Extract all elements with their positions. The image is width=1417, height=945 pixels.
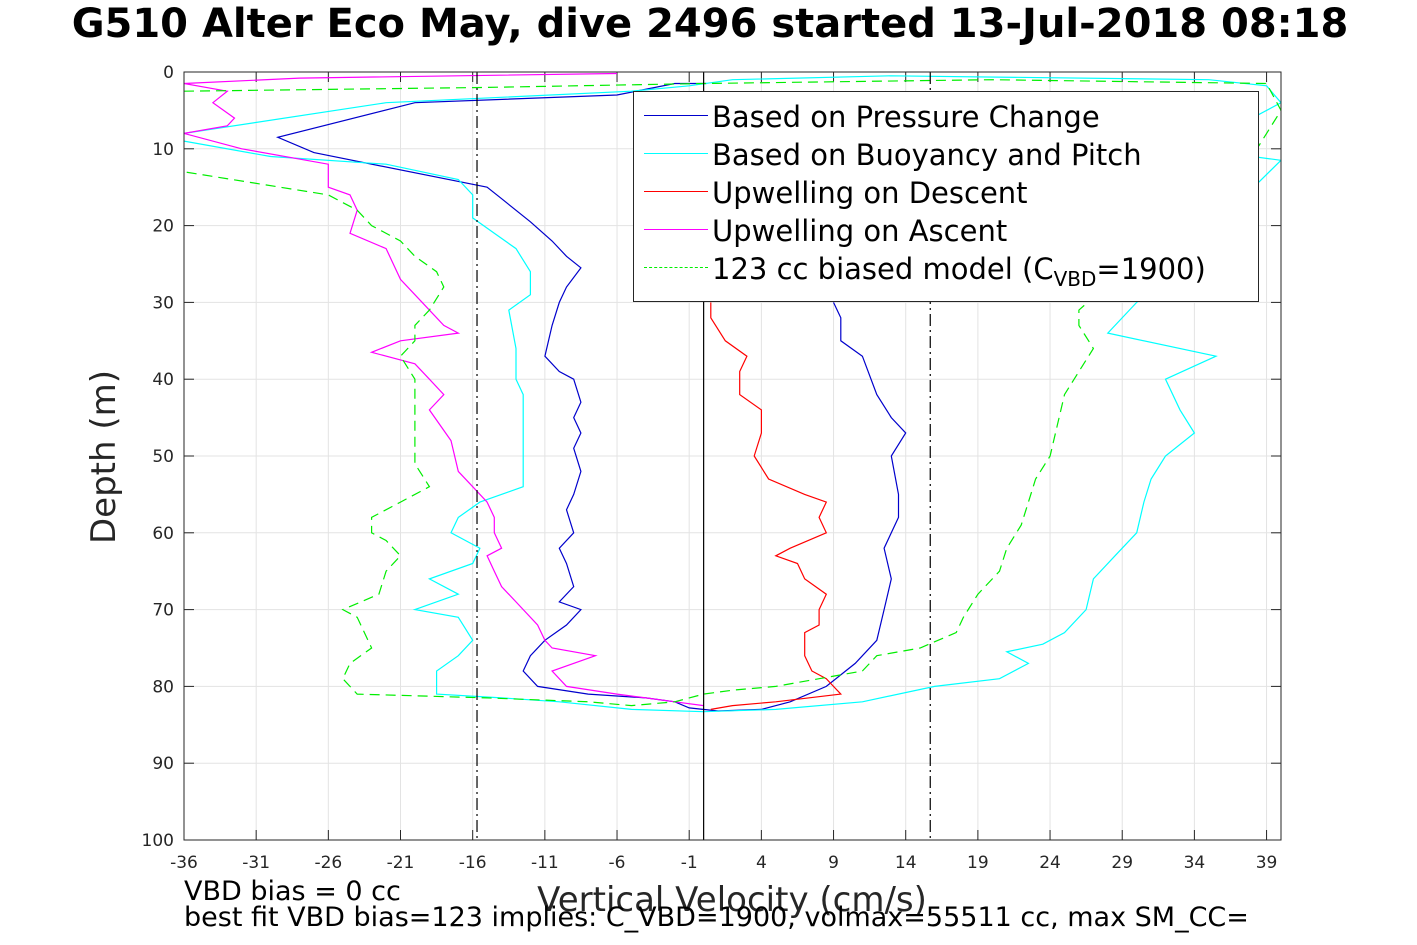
x-tick-label: 39 — [1256, 853, 1278, 873]
y-axis-label: Depth (m) — [84, 369, 124, 545]
legend-label: Based on Buoyancy and Pitch — [712, 138, 1142, 172]
legend-item-biased-model: 123 cc biased model (CVBD=1900) — [634, 248, 1258, 291]
chart-title: G510 Alter Eco May, dive 2496 started 13… — [71, 1, 1349, 47]
footer-vbd-bias: VBD bias = 0 cc — [184, 876, 401, 907]
y-tick-label: 40 — [152, 370, 174, 390]
x-tick-label: 24 — [1039, 853, 1061, 873]
x-tick-label: 14 — [895, 853, 917, 873]
y-tick-label: 30 — [152, 293, 174, 313]
y-tick-label: 90 — [152, 754, 174, 774]
x-tick-label: -16 — [459, 853, 487, 873]
series-line-3 — [184, 72, 704, 707]
legend-swatch — [644, 115, 708, 116]
y-tick-label: 100 — [142, 831, 174, 851]
x-tick-label: -11 — [531, 853, 559, 873]
x-tick-label: 34 — [1184, 853, 1206, 873]
x-axis-label: Vertical Velocity (cm/s) — [537, 880, 927, 920]
y-tick-label: 50 — [152, 447, 174, 467]
y-tick-label: 70 — [152, 601, 174, 621]
x-tick-label: 9 — [828, 853, 839, 873]
x-tick-label: 4 — [756, 853, 767, 873]
legend-item-buoyancy-pitch: Based on Buoyancy and Pitch — [634, 134, 1258, 172]
x-tick-label: -21 — [387, 853, 415, 873]
legend-item-pressure-change: Based on Pressure Change — [634, 96, 1258, 134]
legend-label: Based on Pressure Change — [712, 100, 1100, 134]
plot-frame — [183, 71, 1282, 841]
y-tick-label: 10 — [152, 140, 174, 160]
series-line-4 — [184, 79, 1281, 707]
x-tick-label: -36 — [170, 853, 198, 873]
footer-best-fit: best fit VBD bias=123 implies: C_VBD=190… — [184, 902, 1249, 933]
y-tick-label: 80 — [152, 677, 174, 697]
x-tick-label: -31 — [242, 853, 270, 873]
y-tick-label: 20 — [152, 217, 174, 237]
legend-label: Upwelling on Descent — [712, 176, 1028, 210]
legend-item-upwelling-ascent: Upwelling on Ascent — [634, 210, 1258, 248]
legend-swatch — [644, 153, 708, 154]
x-tick-label: 19 — [967, 853, 989, 873]
x-tick-label: -6 — [609, 853, 626, 873]
x-tick-label: -1 — [681, 853, 698, 873]
legend-item-upwelling-descent: Upwelling on Descent — [634, 172, 1258, 210]
legend-label: Upwelling on Ascent — [712, 214, 1008, 248]
series-line-2 — [710, 302, 843, 710]
legend-swatch — [644, 229, 708, 230]
legend-swatch — [644, 267, 708, 268]
y-tick-label: 60 — [152, 524, 174, 544]
x-tick-label: 29 — [1111, 853, 1133, 873]
series-line-0 — [275, 82, 907, 712]
x-tick-label: -26 — [314, 853, 342, 873]
legend-label: 123 cc biased model (CVBD=1900) — [712, 252, 1206, 291]
axis-ticks: -36 -31 -26 -21 -16 -11 -6 -1 4 9 14 19 24 29 34 39 0 10 2… — [142, 63, 1281, 873]
legend: Based on Pressure Change Based on Buoyan… — [633, 91, 1259, 302]
legend-swatch — [644, 191, 708, 192]
y-tick-label: 0 — [163, 63, 174, 83]
